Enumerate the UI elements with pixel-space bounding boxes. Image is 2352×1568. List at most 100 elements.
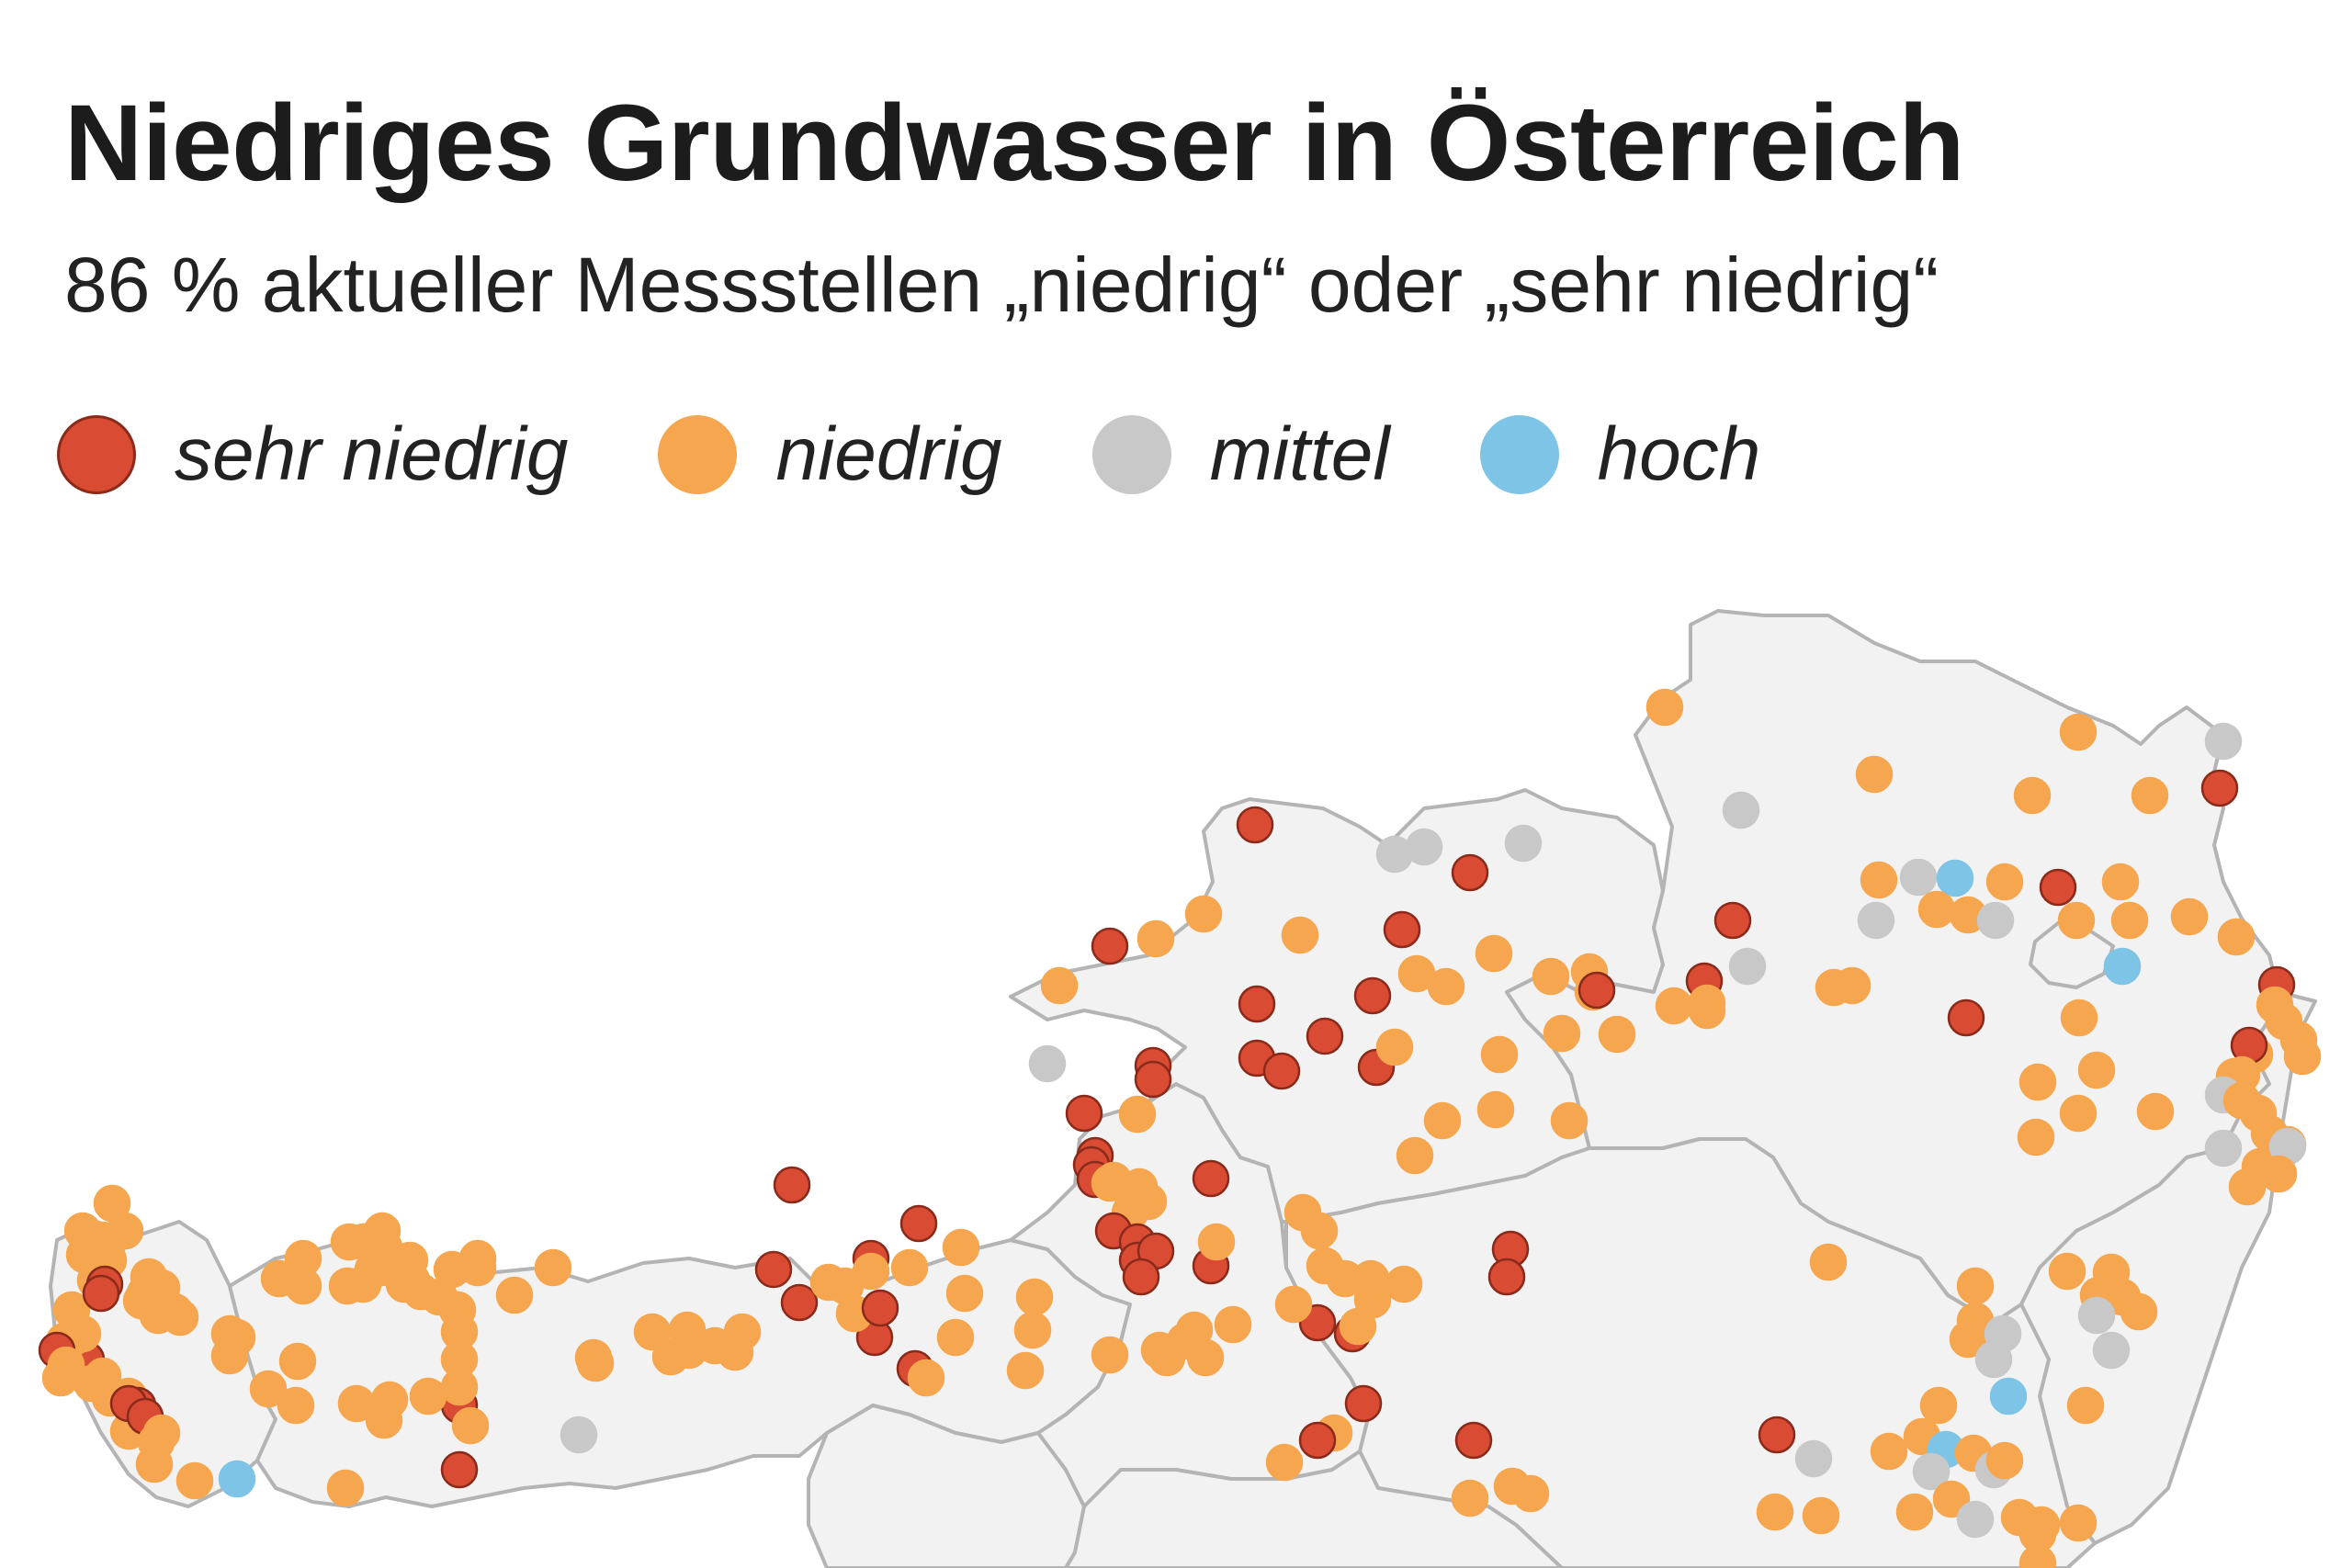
measurement-point-niedrig bbox=[451, 1406, 490, 1445]
measurement-point-niedrig bbox=[1326, 1259, 1364, 1298]
measurement-point-sehr bbox=[861, 1289, 899, 1327]
measurement-point-niedrig bbox=[1956, 1267, 1995, 1305]
measurement-point-sehr bbox=[1947, 998, 1985, 1037]
measurement-point-niedrig bbox=[907, 1359, 945, 1397]
measurement-point-niedrig bbox=[326, 1469, 365, 1507]
measurement-point-niedrig bbox=[1197, 1223, 1236, 1261]
measurement-point-niedrig bbox=[1870, 1432, 1908, 1471]
measurement-point-sehr bbox=[1192, 1159, 1230, 1198]
measurement-point-niedrig bbox=[2066, 1386, 2105, 1425]
measurement-point-hoch bbox=[2103, 947, 2142, 986]
measurement-point-mittel bbox=[1728, 947, 1767, 986]
measurement-point-niedrig bbox=[1091, 1336, 1129, 1374]
measurement-point-sehr bbox=[773, 1166, 811, 1204]
measurement-point-niedrig bbox=[1476, 1090, 1515, 1129]
measurement-point-sehr bbox=[1236, 806, 1274, 844]
legend-label-hoch: hoch bbox=[1597, 412, 1761, 496]
measurement-point-sehr bbox=[1344, 1384, 1383, 1423]
measurement-point-niedrig bbox=[210, 1314, 249, 1353]
measurement-point-niedrig bbox=[1396, 1136, 1434, 1175]
measurement-point-mittel bbox=[1375, 835, 1414, 874]
measurement-point-niedrig bbox=[1802, 1496, 1840, 1535]
measurement-point-niedrig bbox=[1756, 1493, 1794, 1531]
measurement-point-niedrig bbox=[495, 1276, 534, 1314]
measurement-point-niedrig bbox=[2136, 1092, 2175, 1131]
measurement-point-niedrig bbox=[1423, 1101, 1462, 1140]
measurement-point-niedrig bbox=[1543, 1014, 1581, 1053]
legend-label-mittel: mittel bbox=[1209, 412, 1390, 496]
measurement-point-niedrig bbox=[2060, 998, 2098, 1037]
legend-item-sehr-niedrig: sehr niedrig bbox=[57, 412, 568, 498]
measurement-point-niedrig bbox=[137, 1423, 175, 1461]
measurement-point-niedrig bbox=[2170, 897, 2209, 936]
measurement-point-niedrig bbox=[249, 1370, 288, 1408]
measurement-point-niedrig bbox=[1015, 1278, 1054, 1316]
measurement-point-sehr bbox=[1353, 976, 1392, 1015]
measurement-point-niedrig bbox=[278, 1342, 317, 1381]
measurement-point-niedrig bbox=[41, 1359, 80, 1397]
measurement-point-niedrig bbox=[84, 1357, 122, 1395]
measurement-point-niedrig bbox=[1645, 688, 1684, 727]
measurement-point-mittel bbox=[2092, 1331, 2131, 1370]
measurement-point-niedrig bbox=[1375, 1028, 1414, 1066]
measurement-point-niedrig bbox=[284, 1267, 322, 1305]
measurement-point-niedrig bbox=[1300, 1212, 1339, 1250]
measurement-point-sehr bbox=[2039, 868, 2077, 907]
measurement-point-sehr bbox=[1383, 910, 1421, 949]
measurement-point-mittel bbox=[2204, 1129, 2243, 1168]
measurement-point-hoch bbox=[1936, 859, 1974, 897]
measurement-point-niedrig bbox=[1184, 895, 1223, 933]
measurement-point-niedrig bbox=[2013, 776, 2052, 815]
measurement-point-niedrig bbox=[277, 1386, 315, 1425]
measurement-point-niedrig bbox=[890, 1248, 929, 1287]
measurement-point-niedrig bbox=[1833, 966, 1871, 1005]
measurement-point-niedrig bbox=[1339, 1307, 1377, 1346]
measurement-point-niedrig bbox=[945, 1274, 984, 1313]
legend-marker-mittel bbox=[1091, 415, 1171, 494]
measurement-point-niedrig bbox=[1136, 919, 1175, 958]
measurement-point-niedrig bbox=[1451, 1479, 1489, 1517]
measurement-point-niedrig bbox=[1809, 1243, 1848, 1281]
measurement-points bbox=[38, 688, 2322, 1568]
measurement-point-niedrig bbox=[2048, 1252, 2086, 1291]
legend-marker-hoch bbox=[1479, 415, 1559, 494]
measurement-point-niedrig bbox=[534, 1248, 572, 1287]
measurement-point-niedrig bbox=[1532, 957, 1570, 996]
legend-item-niedrig: niedrig bbox=[658, 412, 1002, 498]
measurement-point-niedrig bbox=[2228, 1168, 2267, 1206]
page-subtitle: 86 % aktueller Messstellen „niedrig“ ode… bbox=[64, 242, 1939, 328]
measurement-point-niedrig bbox=[1598, 1015, 1636, 1054]
legend-marker-sehr-niedrig bbox=[57, 415, 136, 494]
measurement-point-mittel bbox=[1976, 901, 2015, 940]
measurement-point-mittel bbox=[1504, 824, 1543, 863]
measurement-point-niedrig bbox=[2018, 1063, 2057, 1101]
measurement-point-niedrig bbox=[409, 1377, 447, 1416]
measurement-point-sehr bbox=[1577, 971, 1616, 1010]
measurement-point-sehr bbox=[1454, 1421, 1493, 1460]
measurement-point-niedrig bbox=[2059, 1094, 2098, 1133]
measurement-point-niedrig bbox=[1985, 1441, 2024, 1480]
measurement-point-niedrig bbox=[1855, 755, 1894, 794]
measurement-point-niedrig bbox=[1480, 1035, 1519, 1074]
measurement-point-sehr bbox=[780, 1283, 819, 1322]
legend-label-sehr-niedrig: sehr niedrig bbox=[175, 412, 569, 496]
measurement-point-sehr bbox=[1451, 853, 1489, 892]
measurement-point-niedrig bbox=[2131, 776, 2169, 815]
measurement-point-mittel bbox=[1857, 901, 1895, 940]
measurement-point-mittel bbox=[1974, 1340, 2013, 1379]
measurement-point-niedrig bbox=[458, 1248, 497, 1287]
measurement-point-niedrig bbox=[1013, 1311, 1052, 1349]
measurement-point-niedrig bbox=[337, 1384, 376, 1423]
measurement-point-niedrig bbox=[2283, 1037, 2322, 1076]
measurement-point-sehr bbox=[1134, 1060, 1172, 1099]
measurement-point-niedrig bbox=[1919, 1386, 1958, 1425]
measurement-point-niedrig bbox=[2057, 901, 2096, 940]
legend-item-mittel: mittel bbox=[1091, 412, 1390, 498]
measurement-point-hoch bbox=[1989, 1377, 2028, 1416]
measurement-point-niedrig bbox=[2259, 1155, 2298, 1193]
measurement-point-niedrig bbox=[1274, 1285, 1313, 1324]
measurement-point-niedrig bbox=[1006, 1351, 1045, 1390]
legend-label-niedrig: niedrig bbox=[775, 412, 1002, 496]
measurement-point-sehr bbox=[1065, 1094, 1103, 1133]
measurement-point-niedrig bbox=[1895, 1493, 1934, 1531]
